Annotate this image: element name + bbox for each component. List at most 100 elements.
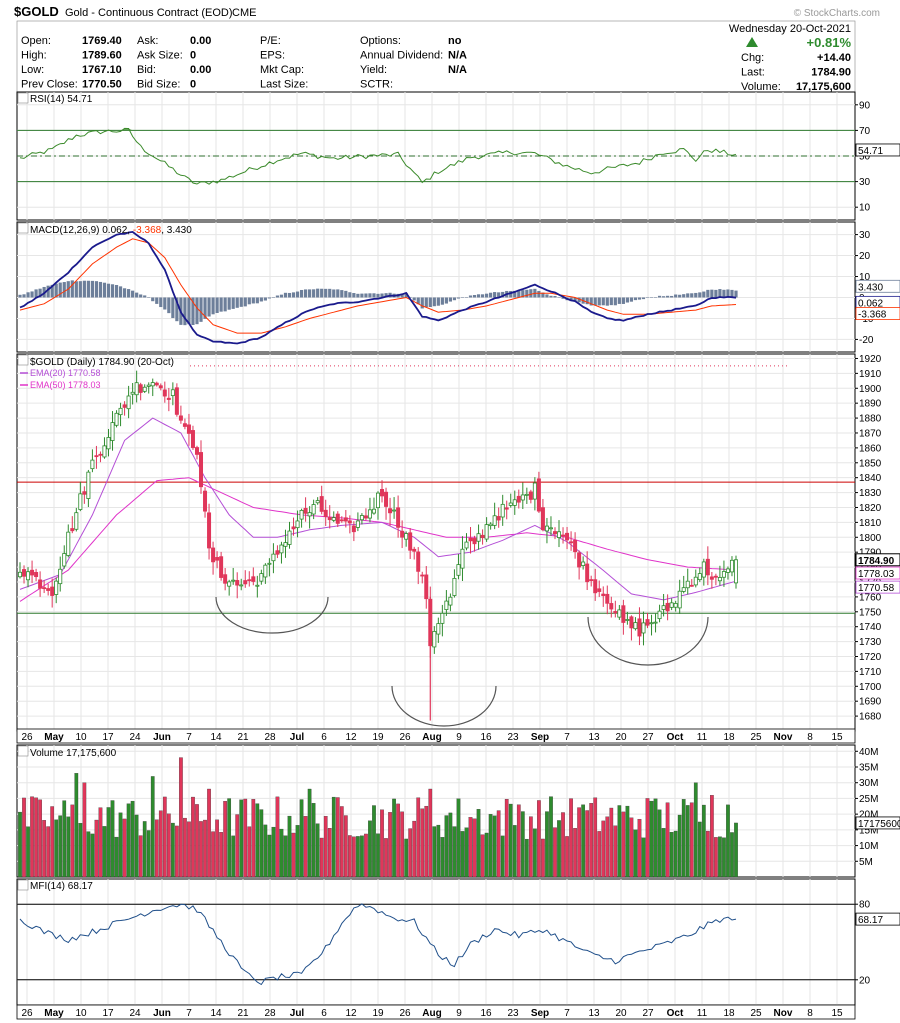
candle-body (235, 580, 240, 586)
macd-histogram-bar (372, 293, 376, 298)
macd-histogram-bar (283, 292, 288, 298)
volume-bar (50, 806, 55, 878)
volume-bar (468, 817, 473, 878)
macd-tick-label: -20 (859, 335, 874, 346)
volume-bar (171, 822, 175, 878)
macd-histogram-bar (110, 284, 115, 298)
price-tick-label: 1720 (859, 652, 882, 663)
volume-bar (541, 838, 545, 878)
volume-bar (247, 826, 252, 878)
macd-histogram-bar (384, 293, 388, 298)
rsi-tick-label: 70 (859, 126, 871, 137)
macd-histogram-bar (686, 293, 690, 298)
macd-histogram-bar (589, 297, 593, 306)
macd-histogram-bar (171, 297, 175, 318)
volume-bar (26, 826, 30, 878)
candle-body (194, 447, 199, 455)
macd-histogram-bar (191, 297, 195, 326)
candle-body (520, 494, 525, 501)
volume-bar (175, 825, 179, 878)
macd-histogram-bar (151, 297, 155, 302)
candle-body (436, 623, 441, 635)
candle-body (219, 556, 224, 578)
volume-bar (516, 804, 521, 878)
macd-histogram-bar (573, 297, 577, 302)
macd-histogram-bar (163, 297, 167, 310)
price-tick-label: 1760 (859, 592, 882, 603)
candle-body (396, 507, 401, 528)
candle-body (307, 512, 312, 517)
rsi-panel: 90 70 50 30 10 RSI(14) 54.71 54.71 (16, 91, 900, 221)
x-axis-label: 11 (697, 1008, 708, 1019)
volume-bar (106, 807, 111, 878)
macd-histogram-bar (131, 290, 135, 298)
candle-body (50, 586, 55, 596)
candle-body (621, 605, 626, 623)
candle-body (247, 579, 252, 582)
candle-body (448, 596, 453, 606)
x-axis-price: 26 May 10 17 24 Jun 7 14 21 28 Jul 6 12 19 26 Aug 9 16 23 S… (16, 728, 856, 744)
candle-body (492, 515, 497, 526)
volume-bar (661, 828, 666, 878)
candle-body (408, 532, 413, 551)
candle-body (26, 571, 31, 581)
macd-histogram-bar (460, 297, 465, 298)
macd-histogram-bar (694, 292, 698, 298)
candle-body (681, 587, 686, 592)
x-axis-label: 12 (345, 1008, 357, 1019)
macd-histogram-bar (605, 297, 609, 306)
macd-histogram-bar (199, 297, 203, 322)
candle-body (327, 517, 332, 521)
macd-histogram-bar (718, 289, 722, 298)
macd-line (19, 230, 737, 345)
macd-histogram-bar (674, 294, 678, 298)
macd-histogram-bar (678, 294, 682, 298)
ema50-legend: EMA(50) 1778.03 (30, 380, 101, 390)
volume-bar (154, 819, 159, 878)
macd-histogram-bar (682, 294, 686, 298)
x-axis-label: 14 (210, 732, 222, 743)
x-axis-label: 28 (264, 732, 276, 743)
macd-histogram-bar (340, 290, 344, 298)
candle-body (110, 422, 115, 441)
macd-histogram-bar (127, 289, 131, 298)
macd-histogram-bar (62, 282, 66, 298)
volume-bar (126, 803, 131, 878)
candle-body (98, 453, 103, 456)
macd-histogram-bar (609, 297, 613, 306)
candle-body (70, 528, 75, 532)
macd-histogram-bar (380, 293, 384, 298)
candle-body (709, 576, 714, 580)
volume-bar (78, 823, 83, 878)
candle-body (178, 415, 183, 421)
macd-histogram-bar (416, 297, 420, 305)
panel-menu-icon (17, 92, 29, 104)
volume-bar (166, 813, 171, 878)
candle-body (540, 507, 545, 531)
volume-bar (356, 836, 360, 878)
x-axis-label: 16 (480, 732, 492, 743)
volume-bar (440, 837, 445, 878)
candle-body (508, 502, 513, 506)
candle-body (729, 559, 734, 573)
x-axis-label: May (44, 732, 64, 743)
volume-panel: 40M 35M 30M 25M 20M 15M 10M 5M Volume 17,175,600… (16, 744, 900, 878)
volume-bar (685, 805, 690, 878)
candle-body (552, 531, 557, 535)
volume-bar (58, 815, 63, 878)
macd-histogram-bar (267, 297, 271, 299)
volume-bar (496, 810, 501, 878)
macd-histogram-bar (649, 297, 654, 298)
volume-bar (287, 815, 292, 878)
volume-bar (589, 803, 594, 878)
candle-body (74, 512, 79, 530)
quote-label: SCTR: (360, 79, 393, 91)
volume-bar (609, 807, 614, 878)
candle-body (548, 527, 553, 530)
volume-bar (512, 825, 517, 878)
volume-bar (364, 833, 368, 878)
macd-histogram-bar (629, 297, 634, 302)
volume-bar (46, 826, 51, 878)
candle-body (351, 525, 356, 533)
